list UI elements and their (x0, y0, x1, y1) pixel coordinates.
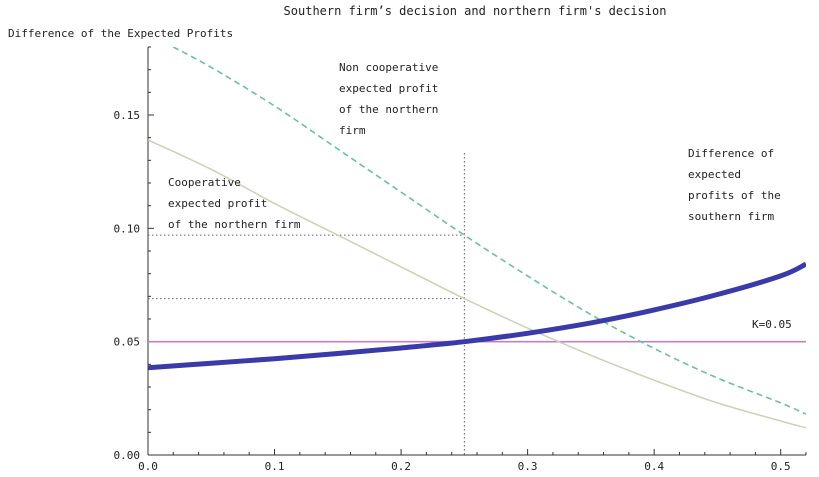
y-axis-label: Difference of the Expected Profits (8, 27, 233, 40)
annotation-cooperative: Cooperative expected profit of the north… (168, 176, 301, 231)
x-tick-label-2: 0.2 (391, 460, 411, 473)
series-line-cooperative (148, 139, 806, 429)
annotation-southern-line-2: expected (688, 168, 741, 181)
annotation-southern-line-3: profits of the (688, 189, 781, 202)
annotation-noncooperative-line-2: expected profit (339, 82, 438, 95)
x-tick-label-3: 0.3 (518, 460, 538, 473)
annotation-noncooperative-line-3: of the northern (339, 103, 438, 116)
y-tick-label-2: 0.10 (114, 222, 141, 235)
x-tick-label-0: 0.0 (138, 460, 158, 473)
annotation-noncooperative-line-1: Non cooperative (339, 61, 438, 74)
y-tick-label-1: 0.05 (114, 336, 141, 349)
annotation-noncooperative-line-4: firm (339, 124, 366, 137)
annotation-cooperative-line-2: expected profit (168, 197, 267, 210)
threshold-label: K=0.05 (752, 318, 792, 331)
x-tick-label-4: 0.4 (644, 460, 664, 473)
annotation-southern-line-1: Difference of (688, 147, 774, 160)
series-line-noncooperative (172, 47, 806, 415)
x-tick-label-5: 0.5 (771, 460, 791, 473)
annotation-southern: Difference of expected profits of the so… (688, 147, 787, 223)
series-line-southern (148, 261, 806, 371)
plot-area: 0.0 0.1 0.2 0.3 0.4 0.5 0.00 0.05 0.10 0.15 (114, 46, 807, 473)
y-tick-label-0: 0.00 (114, 449, 141, 462)
annotation-cooperative-line-3: of the northern firm (168, 218, 301, 231)
annotation-cooperative-line-1: Cooperative (168, 176, 241, 189)
chart-title: Southern firm’s decision and northern fi… (284, 4, 667, 18)
annotation-noncooperative: Non cooperative expected profit of the n… (339, 61, 445, 137)
y-tick-label-3: 0.15 (114, 109, 141, 122)
annotation-southern-line-4: southern firm (688, 210, 774, 223)
x-tick-label-1: 0.1 (265, 460, 285, 473)
